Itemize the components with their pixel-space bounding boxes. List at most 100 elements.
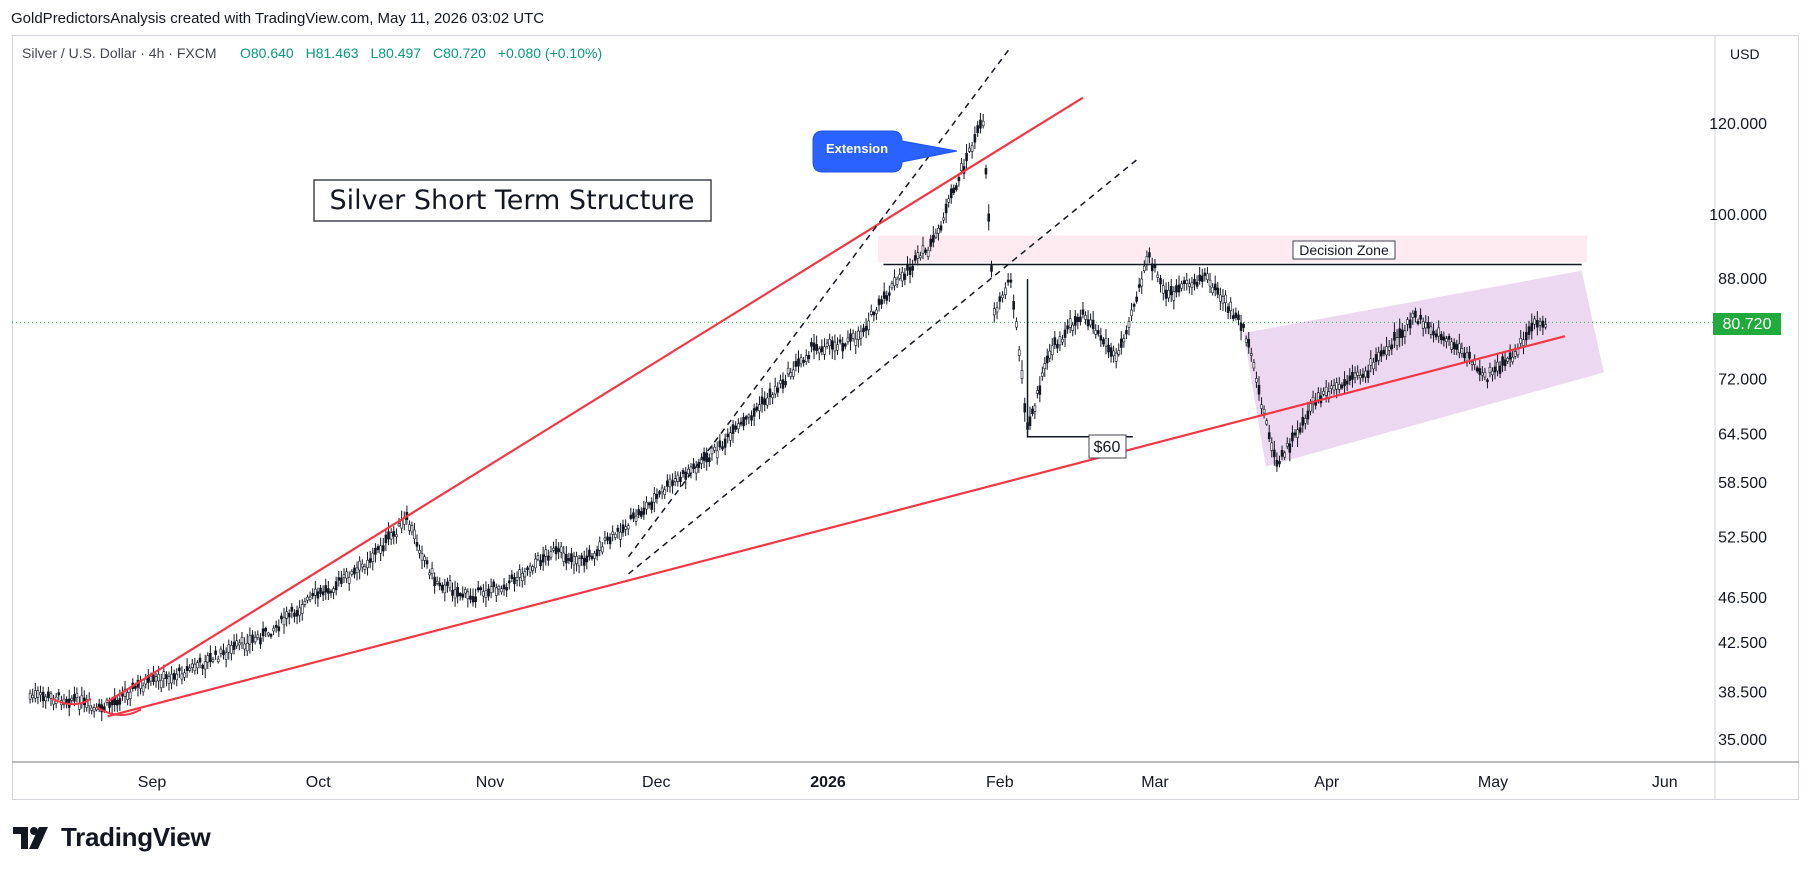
candle bbox=[1366, 364, 1370, 383]
candle bbox=[438, 577, 442, 591]
currency-label[interactable]: USD bbox=[1730, 46, 1760, 62]
candle bbox=[1377, 346, 1380, 366]
decision-zone-band[interactable] bbox=[877, 235, 1588, 263]
candle bbox=[144, 673, 148, 689]
candle bbox=[838, 334, 842, 345]
candle bbox=[729, 426, 732, 447]
candle bbox=[1475, 365, 1479, 374]
decision-zone-label-box[interactable] bbox=[1292, 240, 1396, 260]
candle bbox=[115, 694, 119, 712]
candle bbox=[1503, 352, 1507, 372]
candle bbox=[1109, 342, 1113, 363]
candle bbox=[368, 551, 372, 569]
candle bbox=[1130, 302, 1133, 322]
candle bbox=[613, 532, 617, 541]
last-price-value: 80.720 bbox=[1723, 316, 1772, 333]
candle bbox=[1224, 290, 1227, 312]
candle bbox=[363, 563, 367, 575]
y-tick-label: 58.500 bbox=[1718, 475, 1767, 492]
legend-high-label: H bbox=[306, 45, 316, 61]
candle bbox=[381, 537, 385, 557]
candle bbox=[1036, 386, 1039, 399]
candle bbox=[1488, 362, 1492, 378]
candle bbox=[408, 520, 411, 535]
candle bbox=[1208, 273, 1212, 294]
legend-symbol: Silver / U.S. Dollar · 4h · FXCM bbox=[22, 45, 216, 61]
candle bbox=[1419, 308, 1422, 324]
candle bbox=[224, 647, 228, 668]
candle bbox=[1538, 317, 1542, 332]
candle bbox=[1182, 276, 1186, 291]
candle bbox=[147, 669, 150, 690]
candle bbox=[448, 574, 452, 592]
candle bbox=[1519, 330, 1523, 348]
candle bbox=[193, 657, 197, 675]
candle bbox=[397, 517, 401, 528]
rising-channel[interactable] bbox=[1243, 270, 1604, 467]
candle bbox=[823, 338, 826, 360]
candle bbox=[1127, 316, 1131, 336]
candle bbox=[1406, 317, 1409, 332]
candle bbox=[222, 643, 225, 660]
candle bbox=[141, 682, 145, 696]
candle bbox=[962, 158, 966, 179]
candle bbox=[1117, 343, 1121, 357]
candle bbox=[1031, 405, 1034, 417]
candle bbox=[758, 396, 761, 420]
title-box-frame[interactable] bbox=[313, 179, 712, 222]
candle bbox=[1511, 350, 1514, 365]
candle bbox=[1045, 348, 1049, 370]
candle bbox=[196, 660, 199, 675]
candle bbox=[867, 312, 870, 336]
candle bbox=[1432, 323, 1435, 343]
x-tick-label: Dec bbox=[642, 774, 670, 791]
candle bbox=[190, 658, 194, 673]
x-tick-label: Mar bbox=[1141, 774, 1169, 791]
candle bbox=[1033, 402, 1037, 420]
candle bbox=[588, 545, 591, 561]
candle bbox=[1216, 281, 1220, 299]
candle bbox=[172, 669, 176, 685]
candle bbox=[857, 326, 860, 348]
candle bbox=[308, 591, 312, 603]
candle bbox=[423, 554, 426, 568]
x-tick-label: Jun bbox=[1652, 774, 1678, 791]
upper-trendline[interactable] bbox=[107, 96, 1084, 703]
support-60-label-box[interactable] bbox=[1088, 434, 1127, 459]
candle bbox=[1427, 316, 1430, 335]
candle bbox=[1172, 286, 1176, 310]
candle bbox=[469, 588, 472, 604]
candle bbox=[1234, 307, 1238, 321]
candle bbox=[1079, 309, 1082, 326]
candle bbox=[425, 556, 429, 569]
candle bbox=[1125, 325, 1128, 340]
candle bbox=[900, 266, 904, 288]
lower-trendline[interactable] bbox=[107, 335, 1566, 718]
candle bbox=[541, 546, 545, 571]
candle bbox=[180, 666, 184, 685]
candle bbox=[990, 260, 993, 278]
candle bbox=[526, 565, 529, 576]
candle bbox=[851, 329, 855, 342]
candle bbox=[666, 474, 669, 493]
candle bbox=[306, 594, 309, 604]
candle bbox=[1293, 429, 1297, 438]
candle bbox=[1244, 335, 1248, 347]
candle bbox=[890, 280, 894, 291]
extension-channel-upper[interactable] bbox=[627, 46, 1012, 558]
candle bbox=[1053, 331, 1057, 350]
tradingview-brand[interactable]: TradingView bbox=[13, 822, 211, 853]
candle bbox=[1506, 356, 1509, 364]
candle bbox=[1296, 420, 1299, 448]
extension-callout-shape[interactable] bbox=[812, 130, 958, 173]
candle bbox=[44, 693, 48, 709]
candle bbox=[1150, 257, 1154, 281]
candle bbox=[687, 464, 690, 477]
candle bbox=[1262, 405, 1266, 419]
candle bbox=[1200, 268, 1204, 288]
candle bbox=[611, 525, 614, 542]
candle bbox=[752, 403, 756, 426]
candle bbox=[1009, 273, 1013, 289]
y-tick-label: 52.500 bbox=[1718, 529, 1767, 546]
